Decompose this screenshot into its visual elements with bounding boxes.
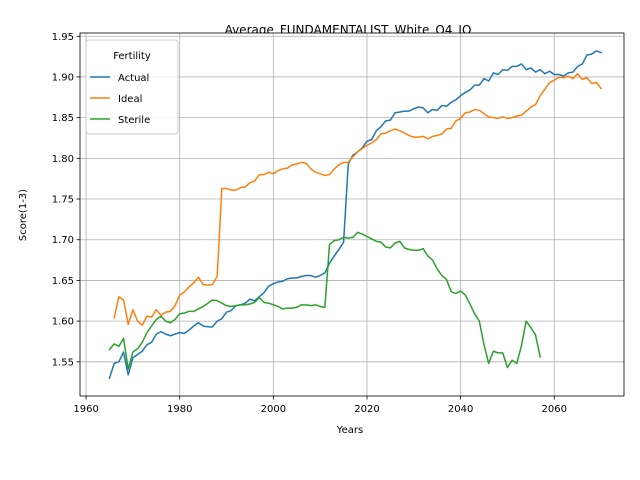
plot-frame <box>79 32 625 397</box>
x-tick-label: 2040 <box>448 404 473 415</box>
series-lines <box>108 50 603 380</box>
x-tick-label: 1960 <box>73 404 98 415</box>
legend-label-actual: Actual <box>118 73 149 84</box>
y-tick-label: 1.60 <box>52 317 74 328</box>
x-tick-label: 2020 <box>354 404 379 415</box>
legend-label-ideal: Ideal <box>118 94 142 105</box>
y-tick-label: 1.65 <box>52 276 74 287</box>
x-tick-label: 2000 <box>261 404 286 415</box>
y-axis-label: Score(1-3) <box>18 189 29 241</box>
legend-box <box>85 39 179 135</box>
y-tick-label: 1.80 <box>52 154 74 165</box>
legend-title: Fertility <box>113 51 151 62</box>
x-tick-label: 2060 <box>542 404 567 415</box>
y-tick-label: 1.85 <box>52 113 74 124</box>
series-line-ideal <box>113 72 603 326</box>
y-tick-label: 1.90 <box>52 72 74 83</box>
y-tick-label: 1.55 <box>52 357 74 368</box>
axis-ticks: 1960 1980 2000 2020 2040 2060 1.55 1.60 1.65 1.70… <box>52 32 567 415</box>
legend-items: Actual Ideal Sterile <box>90 73 150 126</box>
x-axis-label: Years <box>336 425 363 436</box>
legend-label-sterile: Sterile <box>118 115 150 126</box>
series-line-sterile <box>108 231 542 370</box>
legend: Fertility Actual Ideal Sterile <box>85 39 179 135</box>
grid-lines <box>80 33 624 396</box>
y-tick-label: 1.95 <box>52 32 74 43</box>
x-tick-label: 1980 <box>167 404 192 415</box>
y-tick-label: 1.75 <box>52 195 74 206</box>
y-tick-label: 1.70 <box>52 235 74 246</box>
